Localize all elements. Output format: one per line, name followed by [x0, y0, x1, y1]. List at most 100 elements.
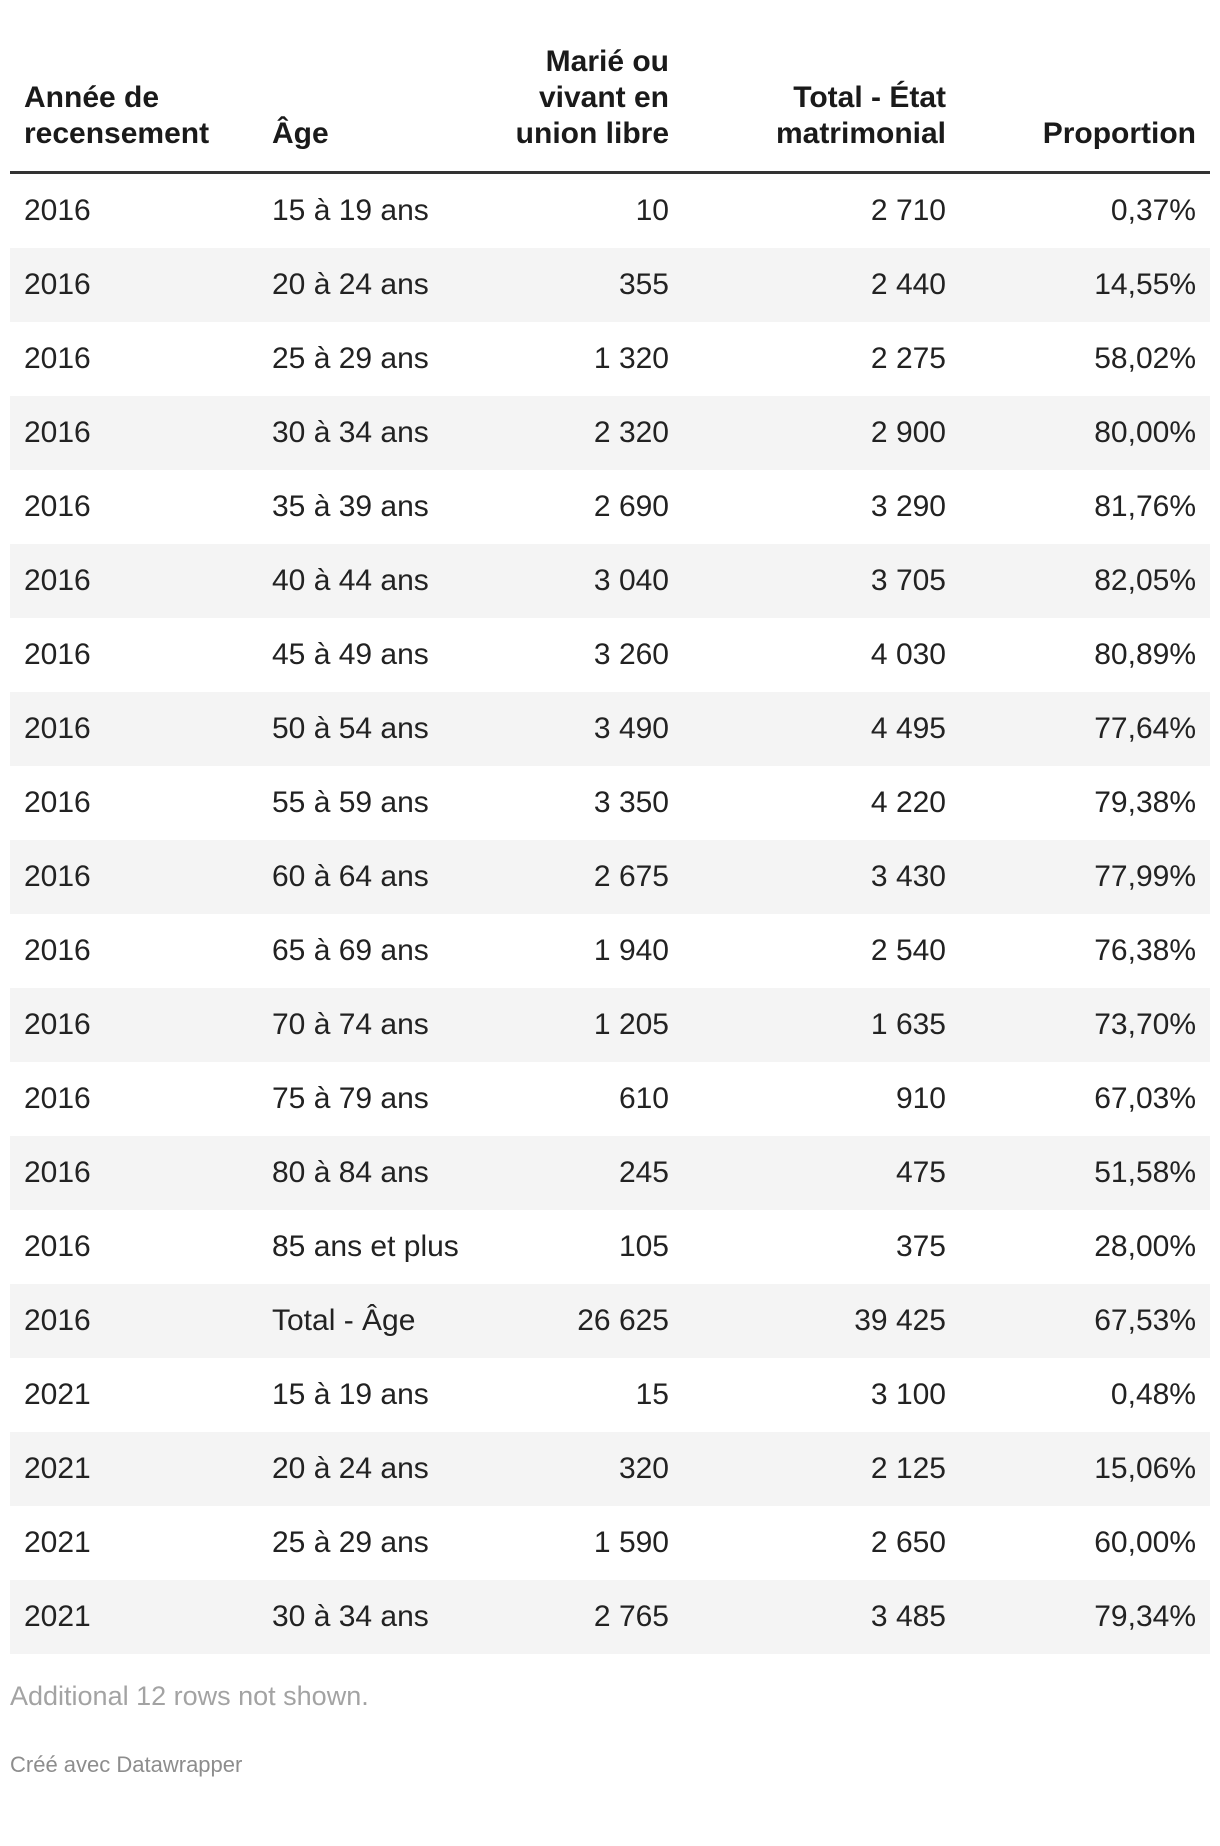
table-cell: 2016: [24, 1082, 91, 1115]
table-cell: 2016: [24, 342, 91, 375]
table-cell: 25 à 29 ans: [272, 1526, 429, 1559]
table-cell: 79,38%: [1094, 786, 1196, 819]
table-cell: 2016: [24, 934, 91, 967]
table-cell: 2 765: [593, 1600, 669, 1633]
table-cell: 70 à 74 ans: [272, 1008, 429, 1041]
table-cell: 40 à 44 ans: [272, 564, 429, 597]
table-cell: 1 205: [593, 1008, 669, 1041]
table-cell: 2 690: [593, 490, 669, 523]
table-cell: 2016: [24, 712, 91, 745]
table-cell: 26 625: [577, 1304, 669, 1337]
table-cell: 77,99%: [1094, 860, 1196, 893]
table-cell: 15 à 19 ans: [272, 194, 429, 227]
table-row: 2016 30 à 34 ans 2 320 2 900 80,00%: [10, 396, 1210, 470]
table-cell: 4 495: [870, 712, 946, 745]
table-row: 2021 20 à 24 ans 320 2 125 15,06%: [10, 1432, 1210, 1506]
table-cell: 14,55%: [1094, 268, 1196, 301]
table-cell: 77,64%: [1094, 712, 1196, 745]
table-cell: 3 430: [870, 860, 946, 893]
table-row: 2021 25 à 29 ans 1 590 2 650 60,00%: [10, 1506, 1210, 1580]
table-cell: 0,48%: [1110, 1378, 1196, 1411]
table-cell: 1 635: [870, 1008, 946, 1041]
table-cell: 82,05%: [1094, 564, 1196, 597]
col-header-marie-union-libre: Marié ou vivant en union libre: [498, 0, 683, 174]
table-cell: 2021: [24, 1526, 91, 1559]
table-cell: 20 à 24 ans: [272, 1452, 429, 1485]
table-cell: 2 320: [593, 416, 669, 449]
table-cell: 2016: [24, 1008, 91, 1041]
table-cell: 35 à 39 ans: [272, 490, 429, 523]
table-cell: 28,00%: [1094, 1230, 1196, 1263]
table-cell: 320: [618, 1452, 669, 1485]
table-cell: 80,00%: [1094, 416, 1196, 449]
table-cell: 2021: [24, 1600, 91, 1633]
table-row: 2016 25 à 29 ans 1 320 2 275 58,02%: [10, 322, 1210, 396]
col-header-age: Âge: [258, 0, 498, 174]
table-cell: 80 à 84 ans: [272, 1156, 429, 1189]
table-cell: 3 705: [870, 564, 946, 597]
table-row: 2021 30 à 34 ans 2 765 3 485 79,34%: [10, 1580, 1210, 1654]
table-cell: 375: [895, 1230, 946, 1263]
table-cell: 105: [618, 1230, 669, 1263]
table-row: 2016 55 à 59 ans 3 350 4 220 79,38%: [10, 766, 1210, 840]
table-cell: 67,53%: [1094, 1304, 1196, 1337]
table-cell: Total - Âge: [272, 1304, 416, 1337]
table-cell: 1 320: [593, 342, 669, 375]
table-cell: 3 485: [870, 1600, 946, 1633]
table-cell: 2016: [24, 860, 91, 893]
table-cell: 2 650: [870, 1526, 946, 1559]
table-cell: 2 710: [870, 194, 946, 227]
table-cell: 1 590: [593, 1526, 669, 1559]
census-table: Année de recensement Âge Marié ou vivant…: [10, 0, 1210, 1654]
table-cell: 2016: [24, 490, 91, 523]
table-cell: 2021: [24, 1452, 91, 1485]
table-row: 2016 70 à 74 ans 1 205 1 635 73,70%: [10, 988, 1210, 1062]
table-body: 2016 15 à 19 ans 10 2 710 0,37% 2016 20 à 24 a…: [10, 173, 1210, 1654]
table-cell: 79,34%: [1094, 1600, 1196, 1633]
table-row: 2021 15 à 19 ans 15 3 100 0,48%: [10, 1358, 1210, 1432]
table-cell: 80,89%: [1094, 638, 1196, 671]
table-cell: 2 540: [870, 934, 946, 967]
table-row: 2016 80 à 84 ans 245 475 51,58%: [10, 1136, 1210, 1210]
table-cell: 25 à 29 ans: [272, 342, 429, 375]
table-cell: 4 030: [870, 638, 946, 671]
table-wrap: Année de recensement Âge Marié ou vivant…: [10, 0, 1210, 1654]
table-cell: 75 à 79 ans: [272, 1082, 429, 1115]
table-cell: 30 à 34 ans: [272, 416, 429, 449]
table-cell: 2 900: [870, 416, 946, 449]
rows-not-shown-note: Additional 12 rows not shown.: [10, 1681, 369, 1711]
table-row: 2016 60 à 64 ans 2 675 3 430 77,99%: [10, 840, 1210, 914]
table-cell: 2016: [24, 194, 91, 227]
table-cell: 2 675: [593, 860, 669, 893]
datawrapper-credit: Créé avec Datawrapper: [10, 1752, 243, 1777]
table-row: 2016 45 à 49 ans 3 260 4 030 80,89%: [10, 618, 1210, 692]
col-header-annee-de-recensement: Année de recensement: [10, 0, 258, 174]
table-cell: 2016: [24, 786, 91, 819]
table-cell: 3 290: [870, 490, 946, 523]
table-cell: 65 à 69 ans: [272, 934, 429, 967]
table-cell: 1 940: [593, 934, 669, 967]
table-cell: 245: [618, 1156, 669, 1189]
table-cell: 910: [895, 1082, 946, 1115]
table-cell: 4 220: [870, 786, 946, 819]
table-cell: 3 100: [870, 1378, 946, 1411]
table-cell: 45 à 49 ans: [272, 638, 429, 671]
col-header-total-etat-matrimonial: Total - État matrimonial: [683, 0, 960, 174]
table-cell: 2016: [24, 564, 91, 597]
table-row: 2016 Total - Âge 26 625 39 425 67,53%: [10, 1284, 1210, 1358]
table-cell: 55 à 59 ans: [272, 786, 429, 819]
table-cell: 2016: [24, 268, 91, 301]
table-row: 2016 15 à 19 ans 10 2 710 0,37%: [10, 173, 1210, 249]
table-row: 2016 35 à 39 ans 2 690 3 290 81,76%: [10, 470, 1210, 544]
table-cell: 15: [635, 1378, 669, 1411]
table-row: 2016 20 à 24 ans 355 2 440 14,55%: [10, 248, 1210, 322]
table-cell: 355: [618, 268, 669, 301]
table-row: 2016 75 à 79 ans 610 910 67,03%: [10, 1062, 1210, 1136]
table-cell: 610: [618, 1082, 669, 1115]
table-cell: 60,00%: [1094, 1526, 1196, 1559]
table-cell: 475: [895, 1156, 946, 1189]
table-cell: 50 à 54 ans: [272, 712, 429, 745]
table-cell: 60 à 64 ans: [272, 860, 429, 893]
table-row: 2016 40 à 44 ans 3 040 3 705 82,05%: [10, 544, 1210, 618]
